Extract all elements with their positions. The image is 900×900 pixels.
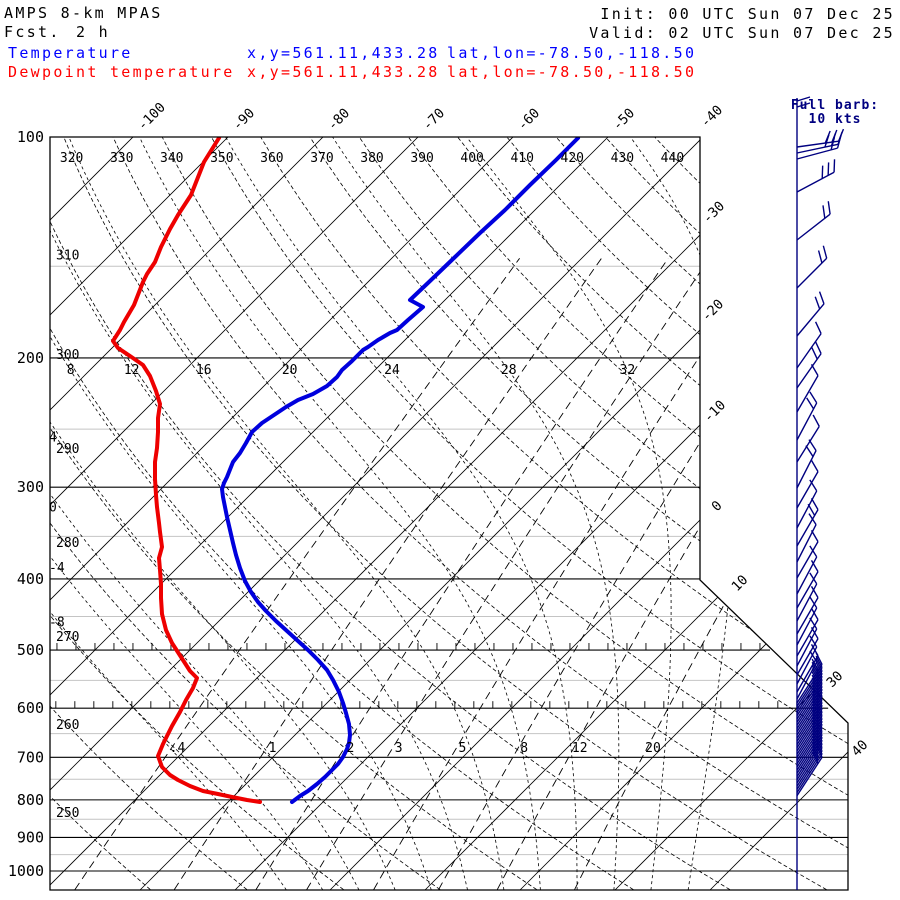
moist-adiabat-label: 20: [282, 363, 298, 378]
dry-adiabat-label: 290: [56, 442, 79, 457]
isotherm-label-top: -70: [420, 105, 449, 134]
mixing-ratio-label: 2: [347, 741, 355, 756]
isotherm-label-right: -40: [698, 102, 727, 131]
mixing-ratio-label: .4: [170, 741, 186, 756]
mixing-ratio-label: 8: [520, 741, 528, 756]
init-time: Init: 00 UTC Sun 07 Dec 25: [600, 5, 895, 23]
legend-dewpoint-xy: x,y=561.11,433.28: [247, 63, 440, 81]
isotherm-label-top: -80: [325, 105, 354, 134]
legend-dewpoint-latlon: lat,lon=-78.50,-118.50: [447, 63, 697, 81]
moist-adiabat-label: 24: [384, 363, 400, 378]
mixing-ratio-label: 20: [645, 741, 661, 756]
isotherm-label-top: -50: [610, 105, 639, 134]
dry-adiabat-label: 380: [360, 151, 383, 166]
dry-adiabat-label: 430: [611, 151, 634, 166]
dry-adiabat-label: 260: [56, 718, 79, 733]
dry-adiabats: [50, 137, 848, 890]
forecast-hour-value: 2 h: [76, 23, 110, 41]
moist-adiabat-label: -8: [49, 615, 65, 630]
isotherm-label-right: -10: [701, 397, 730, 426]
legend-temperature-latlon: lat,lon=-78.50,-118.50: [447, 44, 697, 62]
model-title: AMPS 8-km MPAS: [4, 4, 163, 22]
isotherms: [50, 137, 848, 890]
moist-adiabat-label: 4: [49, 430, 57, 445]
pressure-label: 100: [17, 128, 44, 146]
legend-temperature-label: Temperature: [8, 44, 133, 62]
isotherm-label-right: -30: [700, 198, 729, 227]
moist-adiabat-label: 16: [196, 363, 212, 378]
pressure-label: 400: [17, 570, 44, 588]
forecast-hour-label: Fcst.: [4, 23, 61, 41]
pressure-label: 700: [17, 748, 44, 766]
isotherm-label-right: 40: [849, 737, 872, 760]
moist-adiabats: [50, 137, 738, 890]
dry-adiabat-label: 370: [310, 151, 333, 166]
isotherm-label-right: 30: [824, 668, 847, 691]
dry-adiabat-label: 330: [110, 151, 133, 166]
mixing-ratio-label: 3: [395, 741, 403, 756]
isotherm-label-right: 10: [729, 572, 752, 595]
dry-adiabat-label: 280: [56, 536, 79, 551]
dry-adiabat-label: 350: [210, 151, 233, 166]
isotherm-label-top: -60: [515, 105, 544, 134]
wind-barbs: [796, 96, 845, 890]
dry-adiabat-label: 360: [260, 151, 283, 166]
isotherm-label-right: 0: [709, 498, 726, 515]
pressure-label: 600: [17, 699, 44, 717]
wind-barb-legend: Full barb: 10 kts: [770, 99, 900, 127]
dry-adiabat-label: 420: [561, 151, 584, 166]
pressure-gridlines-minor: [50, 265, 848, 856]
isotherm-label-top: -90: [230, 105, 259, 134]
moist-adiabat-label: 28: [501, 363, 517, 378]
dry-adiabat-label: 310: [56, 248, 79, 263]
temperature-curve: [220, 137, 580, 804]
pressure-label: 500: [17, 641, 44, 659]
legend-temperature-xy: x,y=561.11,433.28: [247, 44, 440, 62]
plot-border: [49, 136, 849, 891]
pressure-label: 900: [17, 828, 44, 846]
moist-adiabat-label: 0: [49, 501, 57, 516]
pressure-label: 800: [17, 791, 44, 809]
moist-adiabat-label: -4: [49, 561, 65, 576]
mixing-ratio-label: 1: [269, 741, 277, 756]
mixing-ratio-label: 12: [572, 741, 588, 756]
pressure-label: 1000: [8, 862, 44, 880]
pressure-label: 200: [17, 349, 44, 367]
wind-barb-legend-line1: Full barb:: [790, 98, 880, 113]
mixing-ratio-label: 5: [458, 741, 466, 756]
moist-adiabat-label: 12: [124, 363, 140, 378]
isotherm-label-right: -20: [699, 296, 728, 325]
dry-adiabat-label: 400: [460, 151, 483, 166]
isotherm-label-top: -100: [135, 100, 169, 134]
dry-adiabat-label: 410: [510, 151, 533, 166]
moist-adiabat-label: 32: [620, 363, 636, 378]
dewpoint-curve: [111, 137, 262, 804]
pressure-label: 300: [17, 478, 44, 496]
dry-adiabat-label: 440: [661, 151, 684, 166]
legend-dewpoint-label: Dewpoint temperature: [8, 63, 235, 81]
dry-adiabat-label: 340: [160, 151, 183, 166]
wind-barb-legend-line2: 10 kts: [808, 112, 862, 127]
moist-adiabat-label: 8: [67, 363, 75, 378]
dry-adiabat-label: 320: [60, 151, 83, 166]
dry-adiabat-label: 250: [56, 806, 79, 821]
valid-time: Valid: 02 UTC Sun 07 Dec 25: [589, 24, 895, 42]
dry-adiabat-label: 390: [410, 151, 433, 166]
dry-adiabat-label: 300: [56, 348, 79, 363]
plot-area: [50, 137, 848, 890]
dry-adiabat-label: 270: [56, 630, 79, 645]
